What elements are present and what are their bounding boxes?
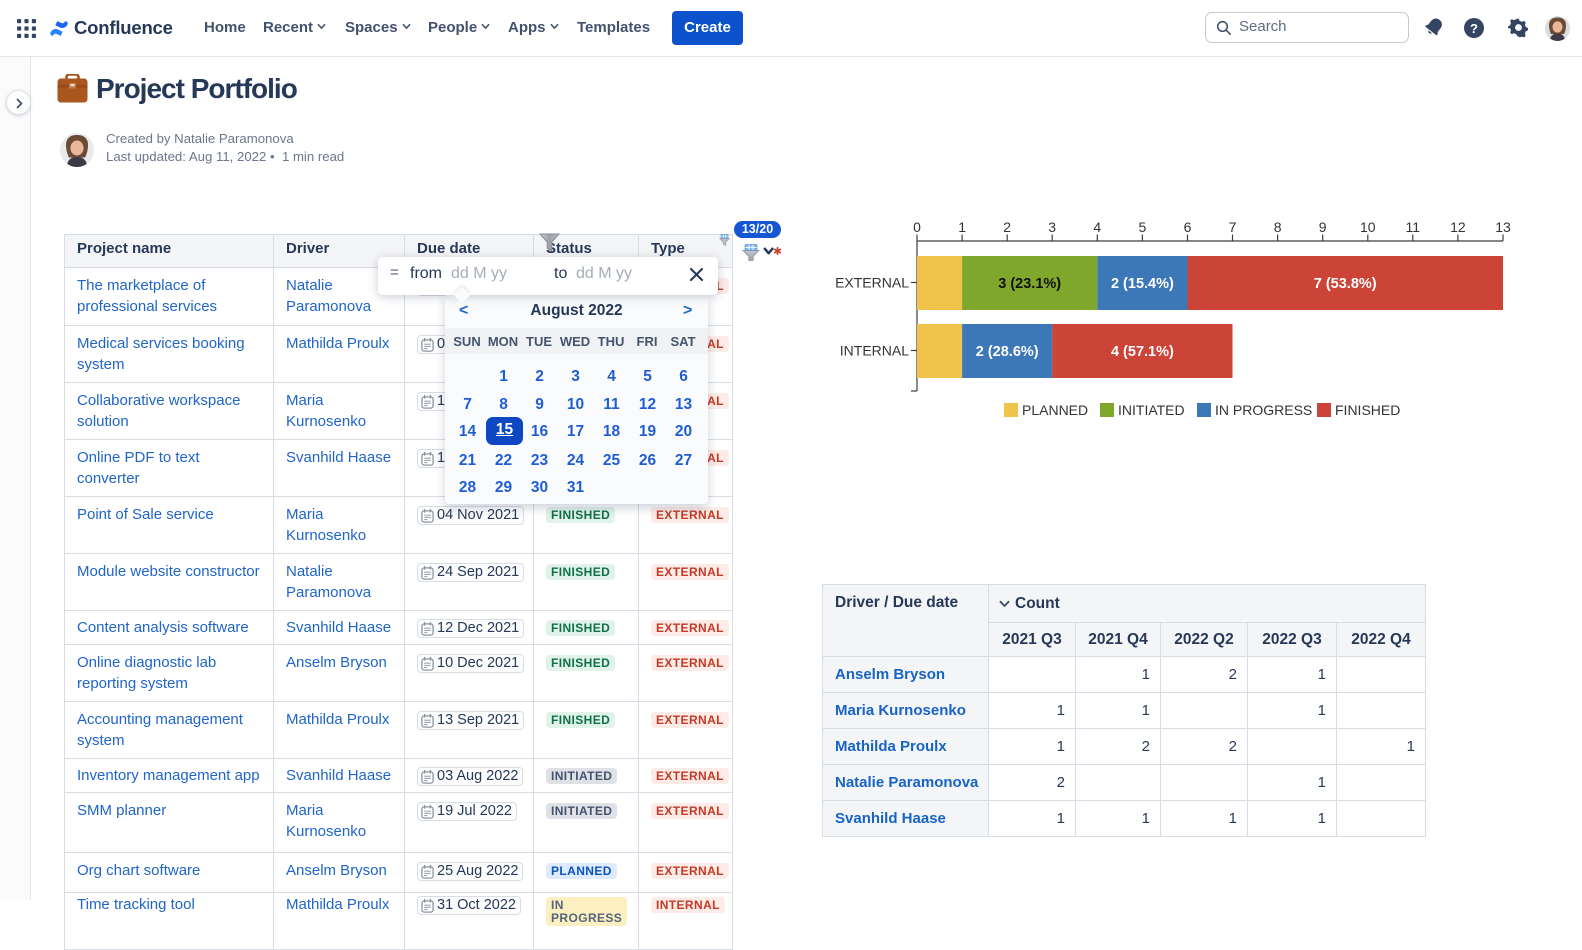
svg-text:11: 11 bbox=[1406, 219, 1421, 235]
svg-text:7: 7 bbox=[1229, 219, 1237, 235]
svg-text:12: 12 bbox=[1450, 219, 1466, 235]
svg-text:2 (28.6%): 2 (28.6%) bbox=[976, 344, 1039, 360]
svg-text:4 (57.1%): 4 (57.1%) bbox=[1111, 344, 1174, 360]
svg-text:EXTERNAL: EXTERNAL bbox=[835, 275, 909, 291]
svg-text:PLANNED: PLANNED bbox=[1022, 402, 1088, 418]
svg-text:3: 3 bbox=[1048, 219, 1056, 235]
svg-text:INITIATED: INITIATED bbox=[1118, 402, 1185, 418]
svg-text:IN PROGRESS: IN PROGRESS bbox=[1215, 402, 1312, 418]
svg-text:7 (53.8%): 7 (53.8%) bbox=[1314, 276, 1377, 292]
svg-text:9: 9 bbox=[1319, 219, 1327, 235]
svg-text:0: 0 bbox=[913, 219, 921, 235]
svg-text:1: 1 bbox=[958, 219, 966, 235]
svg-text:2: 2 bbox=[1003, 219, 1011, 235]
svg-text:10: 10 bbox=[1360, 219, 1376, 235]
svg-text:5: 5 bbox=[1139, 219, 1147, 235]
svg-text:8: 8 bbox=[1274, 219, 1282, 235]
svg-text:13: 13 bbox=[1495, 219, 1511, 235]
svg-text:FINISHED: FINISHED bbox=[1335, 402, 1400, 418]
svg-text:3 (23.1%): 3 (23.1%) bbox=[998, 276, 1061, 292]
svg-text:2 (15.4%): 2 (15.4%) bbox=[1111, 276, 1174, 292]
svg-text:INTERNAL: INTERNAL bbox=[840, 343, 909, 359]
svg-text:6: 6 bbox=[1184, 219, 1192, 235]
svg-text:4: 4 bbox=[1093, 219, 1101, 235]
svg-text:?: ? bbox=[1470, 21, 1478, 36]
